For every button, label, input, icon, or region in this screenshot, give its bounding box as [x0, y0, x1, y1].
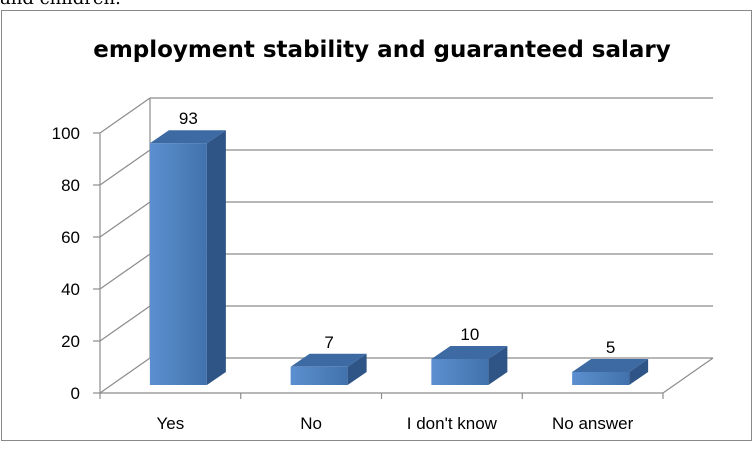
x-category-label: Yes [157, 414, 185, 433]
bar-front [572, 372, 630, 385]
gridline-side [99, 253, 151, 290]
x-category-label: No answer [552, 414, 634, 433]
bar-top [431, 346, 508, 359]
y-tick-label: 100 [52, 124, 80, 143]
bar-i-don-t-know [431, 346, 508, 385]
bar-yes [149, 130, 226, 385]
bar-top [572, 359, 649, 372]
floor-right-edge [662, 357, 714, 394]
gridline-side [99, 305, 151, 342]
axes [93, 132, 664, 399]
y-tick-label: 0 [71, 384, 80, 403]
gridline-side [99, 201, 151, 238]
bar-front [290, 366, 348, 385]
bar-no-answer [572, 359, 649, 385]
bar-side [206, 130, 226, 385]
category-labels: Yes No I don't know No answer [157, 414, 634, 433]
y-tick-label: 80 [61, 176, 80, 195]
y-axis-ticks: 0 20 40 60 80 100 [52, 124, 80, 403]
x-category-label: I don't know [407, 414, 498, 433]
data-label: 7 [324, 333, 333, 352]
bar-side [629, 359, 649, 385]
data-label: 10 [460, 325, 479, 344]
y-tick-label: 40 [61, 280, 80, 299]
gridline-side [99, 149, 151, 186]
data-labels: 93 7 10 5 [179, 109, 615, 357]
bars [149, 130, 649, 385]
bar-no [290, 353, 367, 385]
gridlines [99, 97, 713, 394]
chart-title: employment stability and guaranteed sala… [93, 37, 671, 63]
header-text-fragment: and children. [0, 0, 121, 9]
bar-top [290, 353, 367, 367]
floor-left-edge [99, 357, 151, 394]
y-tick-label: 20 [61, 332, 80, 351]
data-label: 5 [606, 338, 615, 357]
gridline-side [99, 97, 151, 134]
bar-top [149, 130, 226, 144]
data-label: 93 [179, 109, 198, 128]
x-category-label: No [300, 414, 322, 433]
bar-front [431, 359, 489, 385]
bar-side [347, 353, 367, 385]
y-tick-label: 60 [61, 228, 80, 247]
bar-front [149, 143, 207, 385]
